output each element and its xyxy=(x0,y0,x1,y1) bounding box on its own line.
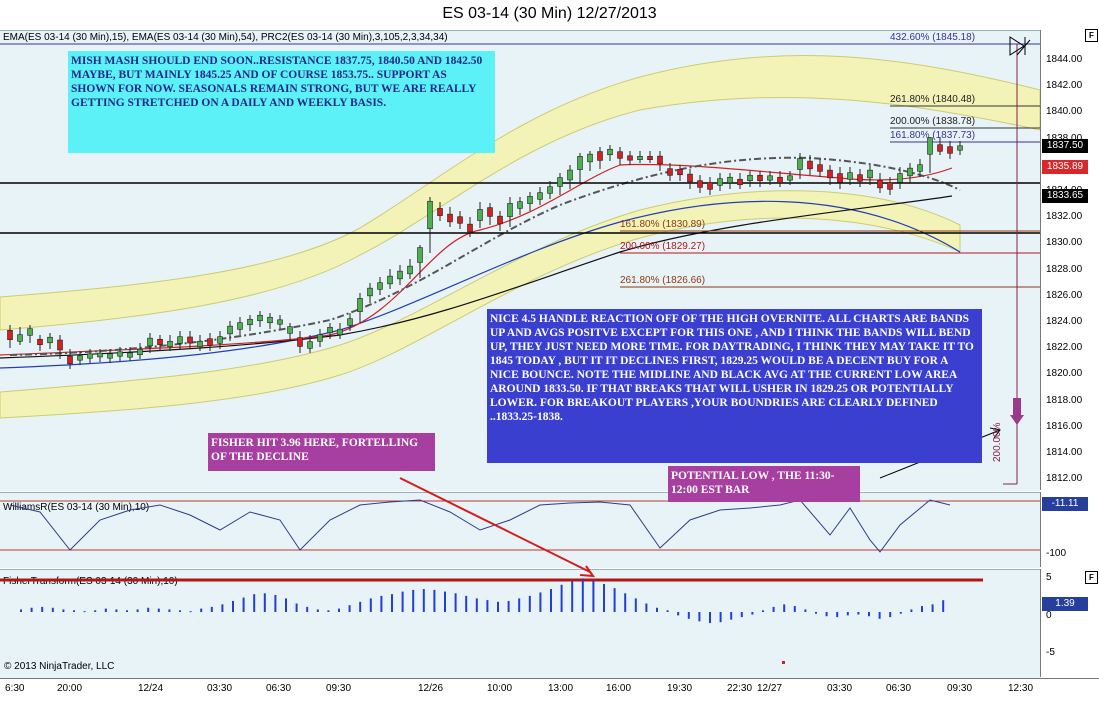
fib-label: 200.00% (1829.27) xyxy=(620,241,706,252)
time-label: 22:30 xyxy=(727,683,753,694)
vertical-fib-label: 200.00% xyxy=(992,422,1003,462)
price-tick: 1842.00 xyxy=(1046,80,1083,92)
time-label: 19:30 xyxy=(667,683,693,694)
williams-panel-label: WilliamsR(ES 03-14 (30 Min),10) xyxy=(3,502,150,513)
price-tick: 1830.00 xyxy=(1046,237,1083,249)
fib-label: 161.80% (1830.89) xyxy=(620,219,706,230)
time-label: 06:30 xyxy=(886,683,912,694)
price-tick: 1824.00 xyxy=(1046,316,1083,327)
potential-low-note[interactable]: POTENTIAL LOW , THE 11:30-12:00 EST BAR xyxy=(668,466,860,502)
fib-label: 261.80% (1826.66) xyxy=(620,275,706,286)
fisher-panel-label: FisherTransform(ES 03-14 (30 Min),10) xyxy=(3,576,178,587)
price-tick: 1826.00 xyxy=(1046,289,1083,301)
copyright: © 2013 NinjaTrader, LLC xyxy=(4,661,115,672)
black-level-badge: 1833.65 xyxy=(1042,189,1088,203)
time-label: 12:30 xyxy=(1008,683,1034,694)
time-axis[interactable] xyxy=(0,678,1099,721)
price-tick: 1832.00 xyxy=(1046,211,1083,223)
price-tick: 1812.00 xyxy=(1046,473,1083,485)
fisher-value-badge: 1.39 xyxy=(1042,597,1088,611)
time-label: 06:30 xyxy=(266,683,292,694)
right-note[interactable]: NICE 4.5 HANDLE REACTION OFF OF THE HIGH… xyxy=(487,309,982,463)
time-label: 13:00 xyxy=(548,683,574,694)
price-tick: 1822.00 xyxy=(1046,342,1083,354)
price-axis[interactable] xyxy=(1040,30,1099,490)
time-label: 12/26 xyxy=(418,683,444,694)
time-label: 6:30 xyxy=(5,683,25,694)
fisher-tick-5: 5 xyxy=(1046,572,1052,583)
time-label: 09:30 xyxy=(326,683,352,694)
time-label: 12/27 xyxy=(757,683,783,694)
price-panel-label: EMA(ES 03-14 (30 Min),15), EMA(ES 03-14 … xyxy=(3,32,448,43)
fisher-panel[interactable] xyxy=(0,569,1040,678)
time-label: 10:00 xyxy=(487,683,513,694)
price-tick: 1820.00 xyxy=(1046,368,1083,380)
price-tick: 1840.00 xyxy=(1046,106,1083,118)
price-tick: 1844.00 xyxy=(1046,54,1083,65)
fisher-tick-neg5: -5 xyxy=(1046,647,1055,658)
time-label: 03:30 xyxy=(207,683,233,694)
price-tick: 1828.00 xyxy=(1046,263,1083,275)
time-label: 20:00 xyxy=(57,683,83,694)
price-tick: 1814.00 xyxy=(1046,447,1083,458)
red-level-badge: 1835.89 xyxy=(1042,160,1088,174)
price-tick: 1816.00 xyxy=(1046,420,1083,432)
fib-label: 432.60% (1845.18) xyxy=(890,32,976,43)
fib-label: 200.00% (1838.78) xyxy=(890,116,976,127)
time-label: 12/24 xyxy=(138,683,164,694)
williams-tick: -100 xyxy=(1046,548,1067,559)
window-title: ES 03-14 (30 Min) 12/27/2013 xyxy=(442,5,657,22)
time-label: 03:30 xyxy=(827,683,853,694)
williams-panel[interactable] xyxy=(0,492,1040,568)
williams-value-badge: -11.11 xyxy=(1042,497,1088,511)
last-price-badge: 1837.50 xyxy=(1042,139,1088,153)
time-label: 09:30 xyxy=(947,683,973,694)
fisher-note[interactable]: FISHER HIT 3.96 HERE, FORTELLING OF THE … xyxy=(208,433,435,471)
price-tick: 1838.00 xyxy=(1046,133,1082,144)
fisher-panel-button[interactable]: F xyxy=(1085,571,1098,584)
fisher-axis[interactable] xyxy=(1040,569,1099,677)
fib-label: 261.80% (1840.48) xyxy=(890,94,976,105)
price-panel-button[interactable]: F xyxy=(1085,29,1098,42)
fib-label: 161.80% (1837.73) xyxy=(890,130,976,141)
top-note[interactable]: MISH MASH SHOULD END SOON..RESISTANCE 18… xyxy=(68,51,495,153)
time-label: 16:00 xyxy=(606,683,632,694)
price-tick: 1818.00 xyxy=(1046,394,1083,406)
fisher-tick-0: 0 xyxy=(1046,610,1052,621)
